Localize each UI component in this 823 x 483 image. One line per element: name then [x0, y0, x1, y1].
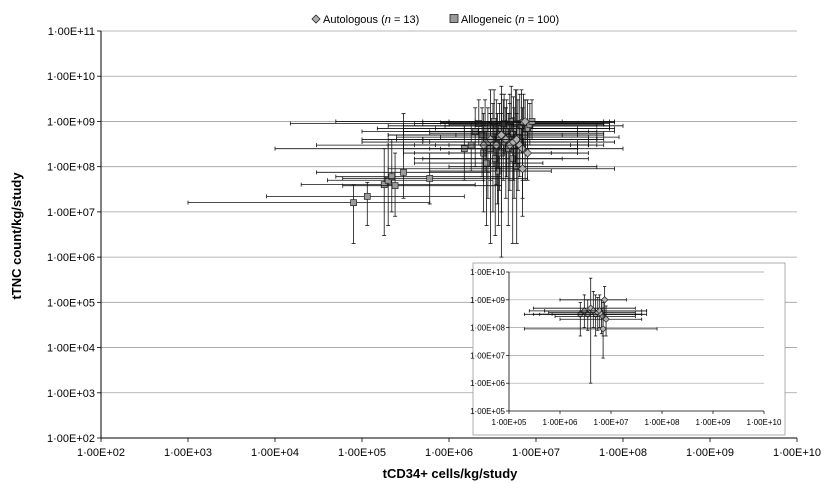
- data-point: [387, 134, 615, 217]
- inset-y-tick-label: 1·00E+10: [470, 268, 505, 277]
- y-tick-label: 1·00E+05: [47, 297, 95, 309]
- data-point: [316, 121, 589, 172]
- square-marker: [483, 159, 490, 167]
- x-tick-label: 1·00E+03: [164, 447, 212, 459]
- inset-x-tick-label: 1·00E+06: [543, 418, 578, 427]
- inset-y-tick-label: 1·00E+09: [470, 296, 505, 305]
- x-tick-labels: 1·00E+02 1·00E+03 1·00E+04 1·00E+05 1·00E+06…: [77, 447, 821, 459]
- inset-y-tick-label: 1·00E+05: [470, 407, 505, 416]
- diamond-marker: [602, 315, 610, 323]
- legend-item-autologous: Autologous (n = 13): [311, 14, 419, 26]
- x-tick-label: 1·00E+08: [599, 447, 647, 459]
- data-point: [403, 85, 578, 258]
- x-tick-label: 1·00E+07: [512, 447, 560, 459]
- legend-item-allogeneic: Allogeneic (n = 100): [449, 14, 559, 26]
- inset-gridlines: [506, 271, 765, 414]
- data-point: [532, 277, 636, 384]
- square-marker: [363, 193, 371, 200]
- x-tick-label: 1·00E+04: [251, 447, 299, 459]
- data-point: [335, 139, 502, 213]
- x-tick-label: 1·00E+09: [686, 447, 734, 459]
- inset-chart: 1·00E+05 1·00E+06 1·00E+07 1·00E+08 1·00E+09…: [470, 262, 786, 436]
- inset-x-tick-label: 1·00E+10: [747, 418, 782, 427]
- main-axes: [100, 31, 797, 439]
- legend-marker-square: [449, 14, 459, 23]
- square-marker: [350, 199, 357, 207]
- legend-label-autologous: Autologous (n = 13): [323, 14, 419, 26]
- x-tick-label: 1·00E+05: [338, 447, 386, 459]
- y-tick-label: 1·00E+04: [47, 343, 95, 355]
- diamond-marker: [599, 325, 607, 333]
- inset-data-points: [523, 277, 658, 384]
- inset-y-tick-label: 1·00E+06: [470, 379, 505, 388]
- inset-x-tick-label: 1·00E+05: [492, 418, 527, 427]
- diamond-marker: [600, 296, 609, 304]
- y-tick-label: 1·00E+02: [47, 433, 95, 445]
- diamond-marker: [520, 116, 530, 126]
- y-tick-label: 1·00E+06: [47, 252, 95, 264]
- inset-y-tick-label: 1·00E+08: [470, 324, 505, 333]
- y-tick-label: 1·00E+07: [47, 207, 95, 219]
- square-marker: [380, 181, 388, 189]
- data-point: [448, 131, 589, 181]
- legend-marker-diamond: [311, 14, 321, 24]
- data-point: [429, 117, 578, 172]
- square-marker: [426, 175, 434, 182]
- data-point: [448, 99, 563, 154]
- x-axis-label: tCD34+ cells/kg/study: [383, 466, 519, 481]
- y-tick-label: 1·00E+09: [47, 116, 95, 128]
- x-tick-label: 1·00E+06: [425, 447, 473, 459]
- legend: Autologous (n = 13) Allogeneic (n = 100): [311, 14, 559, 26]
- x-tick-label: 1·00E+10: [773, 447, 821, 459]
- inset-x-tick-label: 1·00E+08: [645, 418, 680, 427]
- inset-x-tick-labels: 1·00E+05 1·00E+06 1·00E+07 1·00E+08 1·00E+09…: [492, 418, 782, 427]
- square-marker: [400, 168, 407, 176]
- y-tick-labels: 1·00E+02 1·00E+03 1·00E+04 1·00E+05 1·00E+06…: [47, 26, 95, 445]
- data-point: [361, 103, 605, 213]
- data-point: [523, 307, 658, 359]
- square-marker: [391, 182, 399, 190]
- data-point: [559, 305, 643, 337]
- y-tick-label: 1·00E+03: [47, 388, 95, 400]
- data-point: [544, 294, 648, 329]
- inset-x-tick-label: 1·00E+07: [594, 418, 629, 427]
- diamond-marker: [523, 148, 533, 158]
- inset-axes: [508, 272, 764, 412]
- y-axis-label: tTNC count/kg/study: [9, 172, 24, 300]
- inset-y-tick-labels: 1·00E+05 1·00E+06 1·00E+07 1·00E+08 1·00E+09…: [470, 268, 505, 416]
- inset-frame: [472, 262, 786, 436]
- diamond-marker: [518, 164, 528, 174]
- y-tick-label: 1·00E+10: [47, 71, 95, 83]
- data-point: [559, 286, 627, 320]
- data-point: [266, 181, 465, 226]
- legend-label-allogeneic: Allogeneic (n = 100): [461, 14, 559, 26]
- inset-y-tick-label: 1·00E+07: [470, 351, 505, 360]
- y-tick-label: 1·00E+11: [48, 26, 95, 38]
- data-point: [342, 152, 502, 217]
- inset-x-tick-label: 1·00E+09: [696, 418, 731, 427]
- square-marker: [384, 176, 392, 184]
- main-data-points: [187, 85, 624, 258]
- y-tick-label: 1·00E+08: [47, 162, 95, 174]
- x-tick-label: 1·00E+02: [77, 447, 125, 459]
- data-point: [376, 99, 578, 172]
- data-point: [187, 184, 431, 244]
